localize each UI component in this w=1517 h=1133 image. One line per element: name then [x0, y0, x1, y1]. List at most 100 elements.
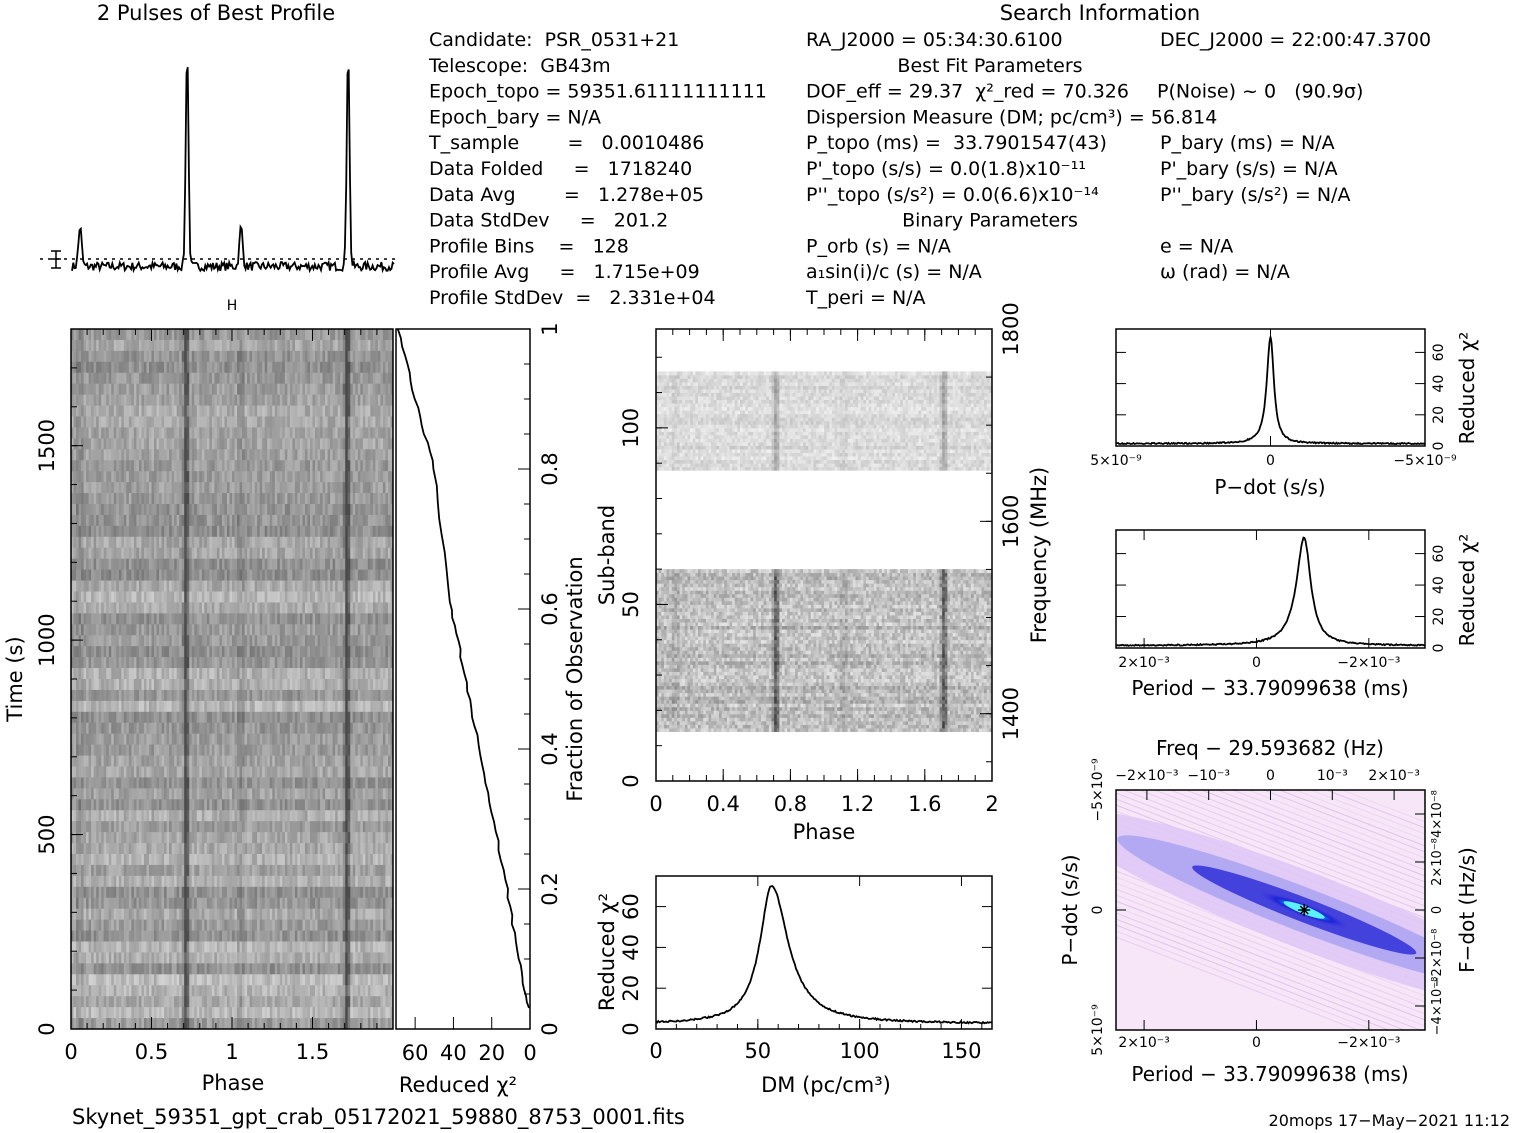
y-tick-label: 50 [619, 591, 643, 618]
y-tick-label: 60 [619, 893, 643, 920]
plot-frame [1115, 529, 1426, 649]
x-tick-label: 2×10⁻³ [1118, 655, 1169, 671]
freq-tick-label: 1800 [999, 302, 1023, 355]
pdot-xlabel: P−dot (s/s) [1214, 475, 1325, 499]
chi2-curve [655, 885, 993, 1025]
x-tick-label: 2 [985, 792, 998, 816]
frequency-ylabel: Frequency (MHz) [1027, 467, 1051, 643]
y-tick-label: 0 [1090, 906, 1106, 915]
y-tick-label: −5×10⁻⁹ [1090, 758, 1106, 822]
period-pdot-plane: 2×10⁻³ 0 −2×10⁻³ −2×10⁻³ −10⁻³ 0 10⁻³ 2×10⁻³ 5×1… [1058, 736, 1479, 1086]
pp-streak [1116, 930, 1375, 1030]
x-tick-label: 0 [649, 1039, 662, 1063]
time-phase-xlabel: Phase [202, 1071, 265, 1095]
info-line: Data StdDev = 201.2 [429, 210, 668, 232]
pp-streak [1116, 900, 1425, 1021]
info-line: T_peri = N/A [805, 287, 926, 309]
period-xlabel: Period − 33.79099638 (ms) [1131, 676, 1408, 700]
pp-streak [1116, 918, 1406, 1030]
info-line: P(Noise) ~ 0 (90.9σ) [1157, 81, 1363, 103]
subband-heatmap [656, 371, 993, 732]
y-tick-label: 0 [1431, 442, 1447, 451]
info-line: Best Fit Parameters [897, 55, 1082, 77]
x-tick-label: 40 [440, 1041, 467, 1065]
pp-streak [1169, 790, 1425, 889]
profile-marker: H [227, 298, 238, 314]
time-phase-heatmap [71, 329, 394, 1030]
pp-streak [1116, 888, 1425, 1009]
period-ylabel: Reduced χ² [1455, 534, 1479, 647]
dm-curve-plot: 0 50 100 150 0 20 40 60 DM (pc/cm³) Reduced χ² [595, 875, 993, 1097]
x-tick-label: 0 [523, 1041, 536, 1065]
pp-streak [1116, 882, 1425, 1003]
pdot-curve-plot: 5×10⁻⁹ 0 −5×10⁻⁹ 0 20 40 60 P−dot (s/s) Reduced … [1090, 328, 1479, 499]
chi2-curve [1115, 336, 1426, 446]
profile-title: 2 Pulses of Best Profile [97, 1, 335, 25]
y-tick-label: 60 [1431, 545, 1447, 563]
pp-streak [1116, 894, 1425, 1015]
y-tick-label: 0.8 [538, 452, 562, 485]
y-tick-label: 0 [1431, 644, 1447, 653]
info-line: Profile StdDev = 2.331e+04 [429, 287, 716, 309]
pp-streak [1137, 790, 1425, 901]
y-tick-label: 0 [619, 774, 643, 787]
profile-plot [40, 67, 396, 274]
y-tick-label: 500 [35, 815, 59, 855]
pp-streak [1116, 912, 1422, 1030]
chi2-curve [1115, 536, 1425, 647]
pp-ylabel-right: F−dot (Hz/s) [1455, 847, 1479, 973]
subband-ylabel: Sub-band [595, 505, 619, 605]
y-tick-label: 0.4 [538, 732, 562, 765]
x-tick-label: −5×10⁻⁹ [1393, 453, 1457, 469]
pp-streak [1325, 790, 1425, 829]
pp-streak [1184, 790, 1425, 883]
info-line: DEC_J2000 = 22:00:47.3700 [1160, 29, 1431, 51]
top-tick-label: 10⁻³ [1317, 768, 1348, 784]
x-tick-label: 0 [1252, 655, 1261, 671]
search-info-title: Search Information [1000, 1, 1200, 25]
x-tick-label: 1 [225, 1040, 238, 1064]
chi2-frame [395, 328, 531, 1030]
y-tick-label: 0.6 [538, 592, 562, 625]
x-tick-label: 5×10⁻⁹ [1090, 453, 1142, 469]
pp-streak [1278, 790, 1425, 847]
y-tick-label: 20 [619, 975, 643, 1002]
info-line: Candidate: PSR_0531+21 [429, 29, 679, 51]
period-curve-plot: 2×10⁻³ 0 −2×10⁻³ 0 20 40 60 Period − 33.7909963… [1115, 529, 1479, 700]
x-tick-label: 1.2 [841, 792, 874, 816]
y-tick-label: 1 [538, 322, 562, 335]
x-tick-label: 0.5 [135, 1040, 168, 1064]
search-information: Candidate: PSR_0531+21 Telescope: GB43m Ep… [428, 29, 1431, 309]
y-tick-label: 0 [35, 1022, 59, 1035]
right-tick-label: 0 [1430, 906, 1445, 914]
pp-streak [1200, 790, 1425, 877]
plot-frame [655, 875, 993, 1030]
info-line: ω (rad) = N/A [1160, 261, 1290, 283]
info-line: P_topo (ms) = 33.7901547(43) [806, 132, 1107, 154]
right-tick-label: 2×10⁻⁸ [1430, 838, 1445, 886]
info-line: DOF_eff = 29.37 χ²_red = 70.326 [806, 81, 1129, 103]
dm-xlabel: DM (pc/cm³) [761, 1073, 891, 1097]
pp-streak [1215, 790, 1425, 871]
info-line: Epoch_bary = N/A [429, 106, 601, 128]
x-tick-label: 150 [941, 1039, 981, 1063]
x-tick-label: 0 [649, 792, 662, 816]
subband-phase-plot: 0 0.4 0.8 1.2 1.6 2 0 50 100 1400 1600 1800 Phase Sub… [595, 302, 1051, 844]
pp-streak [1153, 790, 1425, 895]
y-tick-label: 5×10⁻⁹ [1090, 1004, 1106, 1056]
x-tick-label: 50 [744, 1039, 771, 1063]
x-tick-label: 0 [1266, 453, 1275, 469]
y-tick-label: 100 [619, 408, 643, 448]
pp-streak [1116, 936, 1359, 1030]
pdot-ylabel: Reduced χ² [1455, 332, 1479, 445]
info-line: T_sample = 0.0010486 [428, 132, 704, 154]
info-line: P'_bary (s/s) = N/A [1160, 158, 1338, 180]
plot-frame [1115, 328, 1426, 447]
y-tick-label: 0.2 [538, 872, 562, 905]
x-tick-label: 1.5 [296, 1040, 329, 1064]
pp-title: Freq − 29.593682 (Hz) [1156, 736, 1384, 760]
top-tick-label: 0 [1266, 768, 1275, 784]
dm-ylabel: Reduced χ² [595, 893, 619, 1011]
footer-stamp: 20mops 17−May−2021 11:12 [1269, 1111, 1510, 1130]
